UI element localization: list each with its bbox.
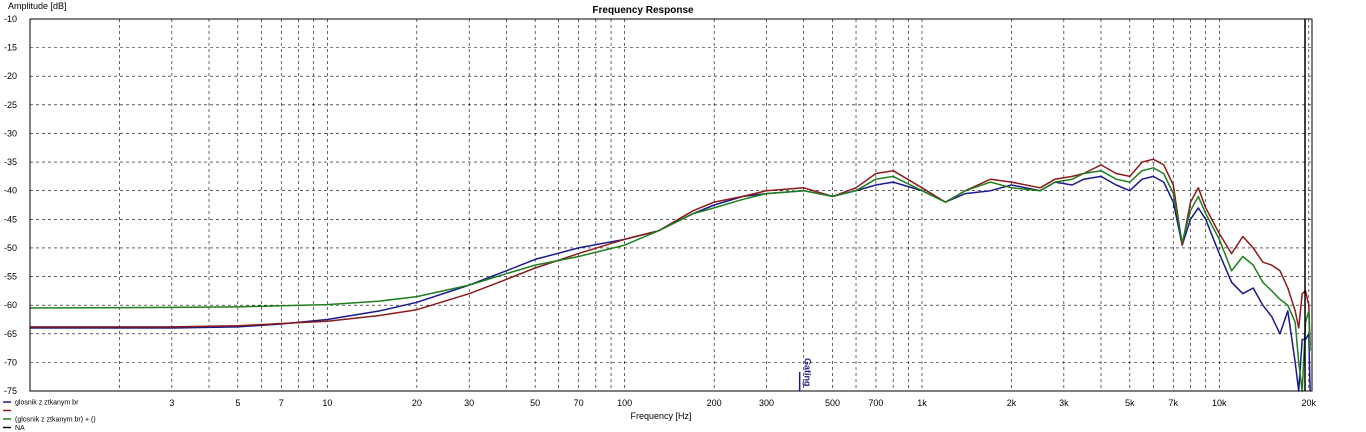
y-tick-label: -25 bbox=[4, 100, 17, 110]
x-tick-label: 3k bbox=[1059, 398, 1069, 408]
x-tick-label: 7k bbox=[1168, 398, 1178, 408]
y-tick-label: -20 bbox=[4, 71, 17, 81]
y-tick-label: -10 bbox=[4, 14, 17, 24]
y-tick-label: -35 bbox=[4, 157, 17, 167]
y-tick-label: -30 bbox=[4, 128, 17, 138]
y-tick-label: -50 bbox=[4, 243, 17, 253]
series-lines bbox=[29, 19, 1311, 392]
legend: glosnik z ztkanym br (glosnik z ztkanym b… bbox=[3, 400, 96, 432]
x-tick-label: 500 bbox=[825, 398, 840, 408]
x-tick-label: 10 bbox=[322, 398, 332, 408]
x-tick-label: 5k bbox=[1125, 398, 1135, 408]
x-tick-label: 50 bbox=[530, 398, 540, 408]
y-tick-label: -55 bbox=[4, 272, 17, 282]
legend-label: NA bbox=[15, 425, 25, 432]
x-tick-label: 30 bbox=[464, 398, 474, 408]
plot-frame bbox=[29, 18, 1313, 392]
y-axis-ticks: -10 -15 -20 -25 -30 -35 -40 -45 -50 -55 -60 -65 -70 -… bbox=[4, 14, 17, 396]
x-tick-label: 2k bbox=[1007, 398, 1017, 408]
x-tick-label: 10k bbox=[1212, 398, 1227, 408]
series-line-3 bbox=[29, 167, 1311, 392]
gating-marker: Gating bbox=[798, 358, 813, 391]
x-tick-label: 5 bbox=[235, 398, 240, 408]
grid bbox=[30, 18, 1312, 392]
gating-marker-label: Gating bbox=[803, 358, 813, 387]
x-tick-label: 300 bbox=[759, 398, 774, 408]
x-tick-label: 70 bbox=[574, 398, 584, 408]
y-tick-label: -60 bbox=[4, 300, 17, 310]
x-tick-label: 200 bbox=[707, 398, 722, 408]
x-tick-label: 1k bbox=[917, 398, 927, 408]
series-line-1 bbox=[30, 175, 1311, 392]
x-tick-label: 100 bbox=[617, 398, 632, 408]
y-tick-label: -70 bbox=[4, 357, 17, 367]
legend-label: (glosnik z ztkanym br) + () bbox=[15, 417, 96, 424]
x-tick-label: 20k bbox=[1302, 398, 1317, 408]
x-tick-label: 7 bbox=[279, 398, 284, 408]
x-axis-ticks: 3 5 7 10 20 30 50 70 100 200 300 500 700 1k 2k 3k 5k 7k 10… bbox=[169, 398, 1316, 408]
y-tick-label: -75 bbox=[4, 386, 17, 396]
y-tick-label: -15 bbox=[4, 43, 17, 53]
chart-title: Frequency Response bbox=[592, 5, 694, 16]
x-tick-label: 20 bbox=[412, 398, 422, 408]
y-tick-label: -40 bbox=[4, 186, 17, 196]
x-tick-label: 700 bbox=[868, 398, 883, 408]
x-axis-label: Frequency [Hz] bbox=[630, 411, 691, 421]
y-axis-label: Amplitude [dB] bbox=[8, 1, 67, 11]
y-tick-label: -45 bbox=[4, 214, 17, 224]
x-tick-label: 3 bbox=[169, 398, 174, 408]
series-line-2 bbox=[30, 158, 1311, 346]
legend-label: glosnik z ztkanym br bbox=[15, 400, 79, 407]
y-tick-label: -65 bbox=[4, 329, 17, 339]
